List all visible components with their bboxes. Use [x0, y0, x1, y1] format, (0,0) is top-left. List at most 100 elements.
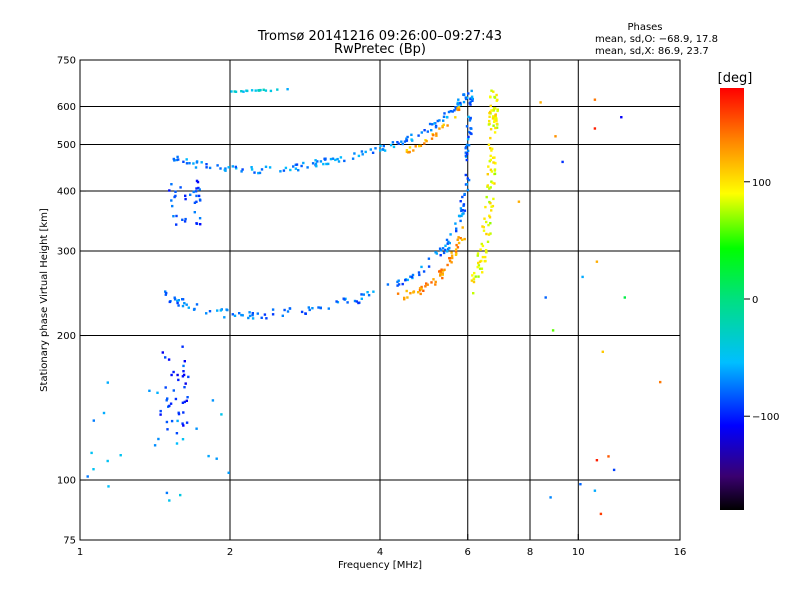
x-tick-label: 16: [674, 547, 687, 558]
data-point: [403, 140, 407, 143]
data-point: [406, 296, 409, 299]
data-point: [271, 308, 275, 311]
data-point: [467, 144, 471, 147]
data-point: [335, 300, 338, 303]
x-axis-label: Frequency [MHz]: [338, 560, 422, 571]
data-point: [491, 147, 494, 150]
data-point: [405, 149, 409, 152]
data-point: [170, 183, 173, 186]
data-point: [426, 283, 429, 286]
data-point: [436, 119, 439, 123]
data-point: [494, 113, 497, 116]
data-point: [496, 109, 499, 113]
data-point: [195, 194, 198, 198]
data-point: [470, 127, 473, 130]
data-point: [441, 276, 444, 280]
data-point: [469, 116, 472, 120]
data-point: [397, 279, 400, 282]
data-point: [182, 424, 185, 427]
data-point: [205, 166, 208, 169]
data-point: [300, 164, 303, 168]
data-point: [593, 127, 597, 130]
data-point: [230, 90, 233, 93]
data-point: [446, 124, 449, 127]
data-point: [251, 317, 255, 320]
data-point: [314, 159, 317, 162]
data-point: [454, 253, 458, 256]
data-point: [176, 301, 179, 305]
data-point: [486, 184, 489, 187]
data-point: [164, 356, 167, 359]
data-point: [197, 186, 200, 190]
data-point: [400, 140, 403, 143]
data-point: [269, 89, 273, 93]
data-point: [329, 157, 333, 161]
data-point: [418, 273, 421, 277]
data-point: [489, 136, 492, 140]
data-point: [489, 147, 492, 150]
data-point: [451, 256, 454, 260]
data-point: [360, 150, 364, 153]
data-point: [175, 214, 178, 218]
data-point: [282, 169, 286, 172]
data-point: [392, 145, 396, 149]
grid-lines: [80, 60, 680, 540]
data-point: [177, 412, 181, 416]
data-point: [601, 350, 604, 353]
data-point: [493, 156, 496, 159]
data-point: [251, 312, 254, 315]
data-point: [165, 291, 168, 295]
y-tick-label: 200: [57, 331, 76, 342]
data-point: [175, 158, 178, 162]
data-point: [177, 411, 180, 414]
data-point: [183, 220, 187, 223]
data-point: [484, 205, 487, 209]
data-point: [250, 166, 253, 169]
data-point: [459, 237, 462, 240]
data-point: [489, 168, 493, 171]
data-point: [169, 402, 173, 405]
data-point: [483, 260, 486, 263]
data-point: [295, 163, 299, 166]
data-point: [439, 274, 442, 277]
data-point: [183, 400, 186, 404]
data-point: [361, 153, 364, 156]
data-point: [489, 222, 492, 225]
data-point: [165, 491, 169, 495]
data-point: [478, 260, 482, 263]
data-point: [459, 219, 462, 223]
data-point: [487, 143, 491, 146]
data-point: [177, 378, 180, 382]
data-point: [442, 251, 446, 255]
data-point: [254, 89, 257, 92]
data-point: [659, 380, 662, 384]
data-point: [461, 212, 464, 216]
data-point: [353, 299, 357, 303]
data-point: [462, 100, 466, 104]
data-point: [181, 218, 184, 221]
data-point: [346, 301, 349, 304]
data-point: [240, 170, 243, 173]
data-point: [434, 280, 437, 284]
data-point: [319, 306, 322, 310]
data-point: [177, 158, 180, 161]
data-point: [195, 160, 199, 163]
data-point: [176, 419, 179, 423]
data-point: [462, 204, 465, 207]
data-point: [473, 271, 476, 275]
data-point: [494, 126, 497, 130]
data-point: [489, 104, 492, 108]
data-point: [460, 209, 463, 213]
data-point: [234, 165, 237, 169]
data-point: [484, 255, 487, 259]
data-point: [181, 438, 185, 441]
data-point: [324, 158, 327, 161]
data-point: [165, 399, 168, 402]
data-point: [233, 314, 237, 317]
data-point: [489, 154, 492, 158]
colorbar-tick-label: 0: [752, 295, 758, 306]
data-point: [481, 244, 485, 248]
data-point: [554, 135, 557, 138]
data-point: [599, 512, 603, 516]
data-point: [593, 489, 597, 492]
